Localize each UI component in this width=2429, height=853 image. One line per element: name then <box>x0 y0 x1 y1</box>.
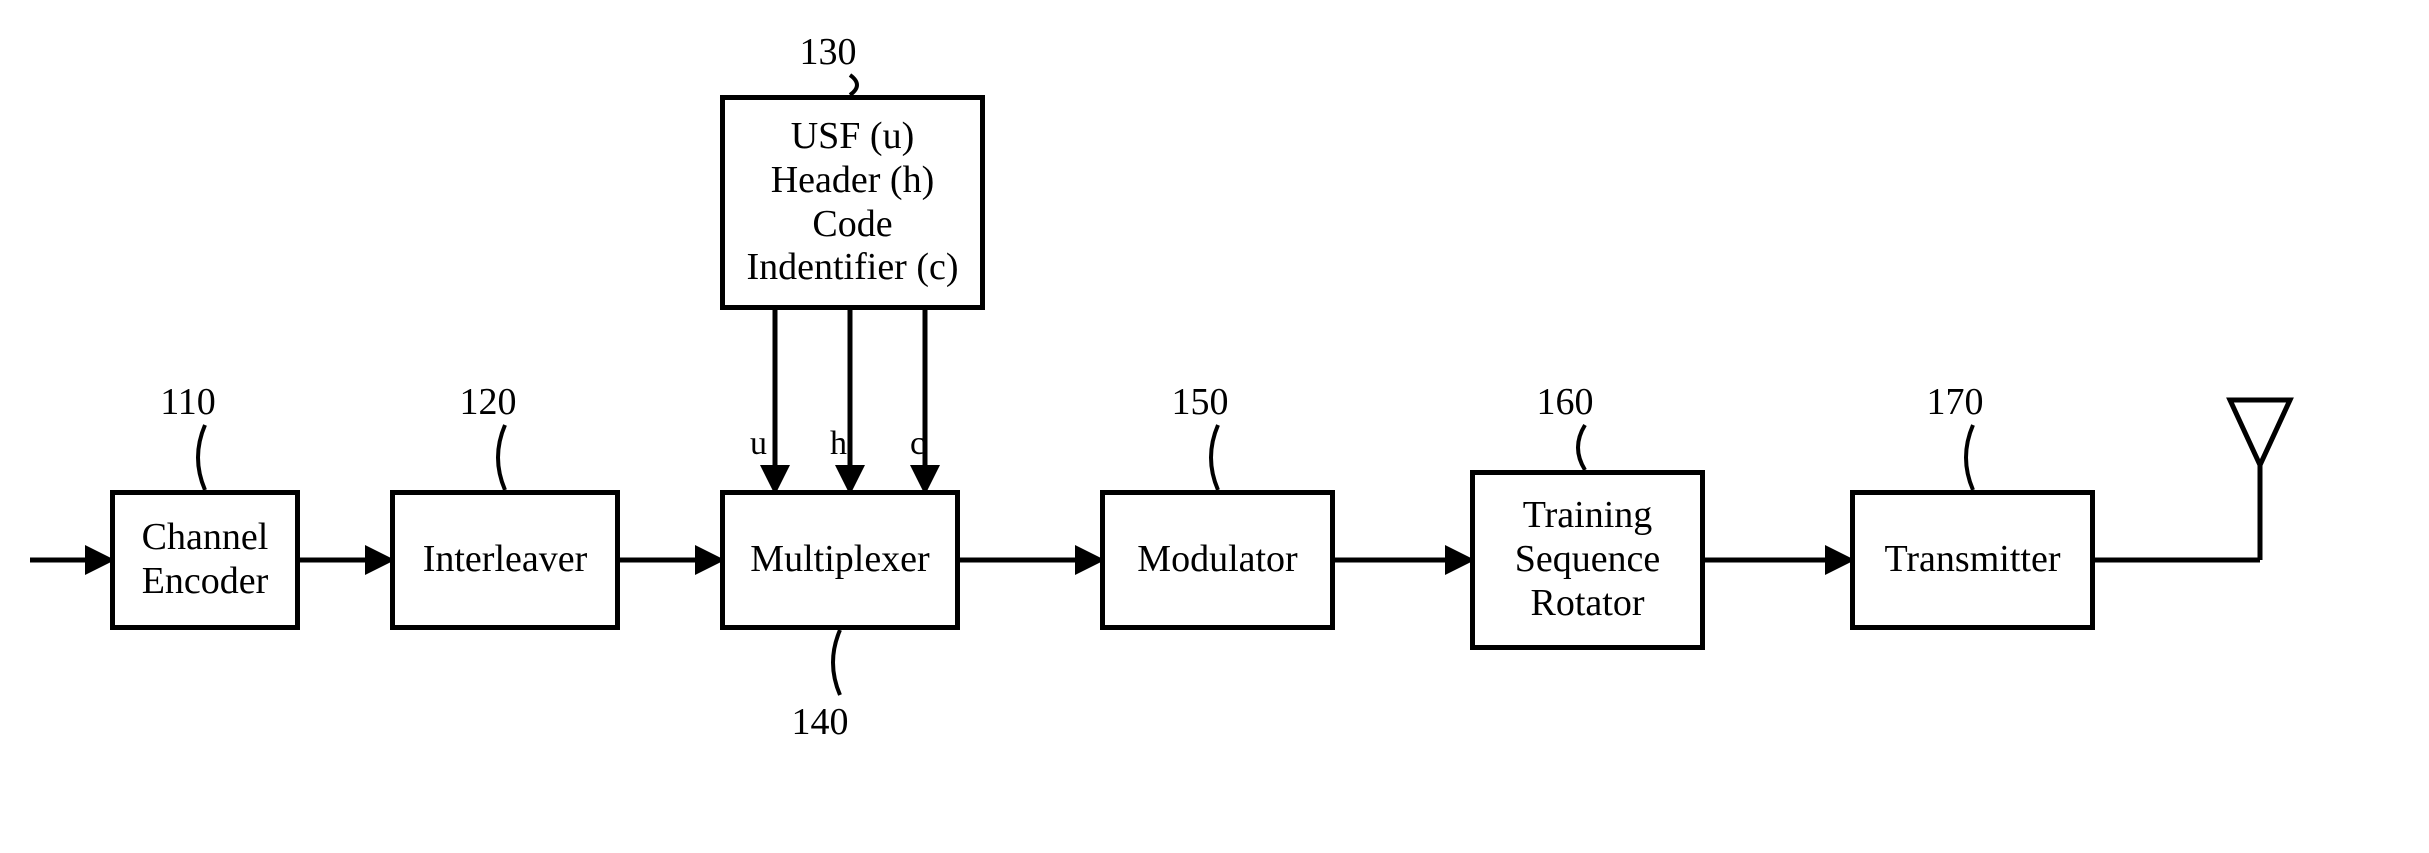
signal-label-h: h <box>830 425 847 463</box>
block-multiplexer: Multiplexer <box>720 490 960 630</box>
tick-160 <box>1578 425 1585 470</box>
block-usf-header-code: USF (u)Header (h)CodeIndentifier (c) <box>720 95 985 310</box>
block-label: Modulator <box>1137 538 1297 582</box>
block-label: TrainingSequenceRotator <box>1515 494 1661 625</box>
block-modulator: Modulator <box>1100 490 1335 630</box>
tick-120 <box>498 425 505 490</box>
tick-140 <box>833 630 840 695</box>
ref-label-160: 160 <box>1525 380 1605 424</box>
ref-label-130: 130 <box>788 30 868 74</box>
ref-label-120: 120 <box>448 380 528 424</box>
tick-150 <box>1211 425 1218 490</box>
diagram-canvas: ChannelEncoder Interleaver USF (u)Header… <box>0 0 2429 853</box>
tick-170 <box>1966 425 1973 490</box>
ref-label-140: 140 <box>780 700 860 744</box>
block-label: Transmitter <box>1885 538 2061 582</box>
connector-overlay <box>0 0 2429 853</box>
ref-label-150: 150 <box>1160 380 1240 424</box>
block-transmitter: Transmitter <box>1850 490 2095 630</box>
ref-label-170: 170 <box>1915 380 1995 424</box>
signal-label-c: c <box>910 425 925 463</box>
block-label: Multiplexer <box>750 538 929 582</box>
block-label: Interleaver <box>423 538 588 582</box>
ref-label-110: 110 <box>148 380 228 424</box>
signal-label-u: u <box>750 425 767 463</box>
tick-130 <box>850 75 857 95</box>
block-channel-encoder: ChannelEncoder <box>110 490 300 630</box>
block-label: ChannelEncoder <box>142 516 269 603</box>
block-label: USF (u)Header (h)CodeIndentifier (c) <box>746 115 958 290</box>
antenna-icon <box>2230 400 2290 465</box>
block-interleaver: Interleaver <box>390 490 620 630</box>
tick-110 <box>198 425 205 490</box>
block-training-sequence-rotator: TrainingSequenceRotator <box>1470 470 1705 650</box>
